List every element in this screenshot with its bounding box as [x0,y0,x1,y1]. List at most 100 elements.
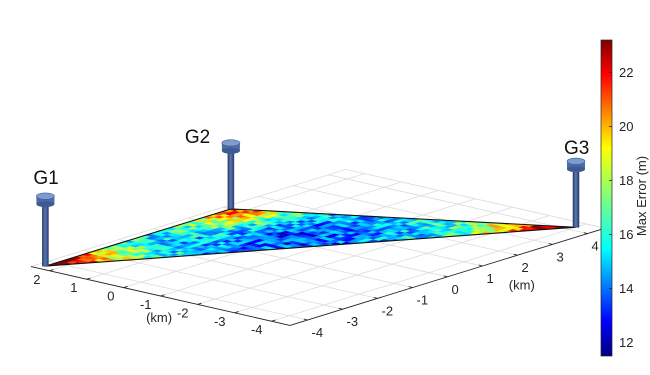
error-cell [324,179,335,182]
error-cell [309,256,322,261]
error-cell [269,276,280,279]
error-cell [309,198,320,201]
error-cell [314,249,327,253]
error-cell [325,291,336,294]
error-cell [337,209,350,213]
error-cell [158,264,171,267]
error-cell [220,279,231,282]
error-cell [314,252,327,256]
error-cell [340,284,351,287]
error-cell [315,196,326,199]
error-cell [401,252,414,256]
error-cell [351,246,364,251]
error-cell [410,280,421,283]
error-cell [476,249,489,254]
error-cell [555,222,568,226]
error-cell [190,300,201,303]
error-cell [309,299,320,302]
error-cell [340,182,351,185]
error-cell [277,306,288,309]
error-cell [172,279,183,282]
error-cell [183,282,194,285]
error-cell [289,266,300,269]
error-cell [243,293,254,296]
error-cell [313,280,324,283]
error-cell [416,244,429,248]
error-cell [325,190,336,193]
error-cell [456,265,469,267]
error-cell [340,286,351,289]
error-cell [255,200,266,203]
error-cell [497,243,510,247]
error-cell [228,255,241,259]
x-tick-mark [548,243,553,245]
error-cell [345,172,356,175]
error-cell [377,272,388,275]
error-cell [151,291,162,294]
error-cell [279,320,290,323]
error-cell [440,261,453,265]
error-cell [207,261,220,266]
error-cell [320,253,333,257]
error-cell [418,208,431,212]
error-cell [429,264,442,267]
error-cell [491,236,504,240]
error-cell [351,185,362,188]
error-cell [418,203,429,206]
error-cell [315,202,326,205]
error-cell [275,286,286,289]
error-cell [368,186,379,189]
error-cell [73,271,84,274]
error-cell [386,265,399,267]
error-cell [426,275,437,278]
error-cell [293,304,304,307]
error-cell [428,194,439,197]
error-cell [272,203,283,206]
colorbar-tick-label: 20 [619,119,633,134]
error-cell [416,247,429,251]
error-cell [207,264,220,267]
error-cell [518,234,531,238]
gateway-cap-top [566,157,586,165]
error-cell [332,206,343,209]
error-cell [236,277,247,280]
x-tick-label: -2 [382,303,394,318]
error-cell [168,295,179,298]
error-cell [226,286,237,289]
error-cell [190,297,201,300]
error-cell [109,262,122,266]
error-cell [238,297,249,300]
error-cell [412,260,425,264]
error-cell [483,208,496,210]
error-cell [348,265,361,267]
error-cell [341,185,352,188]
error-cell [362,185,373,188]
gateway-g1: G1 [33,168,59,267]
error-cell [486,235,499,239]
error-cell [500,215,513,220]
error-cell [384,288,395,291]
error-cell [303,292,314,295]
error-cell [357,248,370,252]
error-cell [274,271,285,274]
error-cell [491,239,504,243]
error-cell [312,277,323,280]
y-tick-mark [197,302,202,305]
error-cell [221,285,232,288]
error-cell [432,242,445,246]
error-cell [428,255,441,260]
error-cell [167,284,178,287]
error-cell [308,184,319,187]
error-cell [228,258,241,262]
error-cell [303,295,314,298]
error-cell [238,294,249,297]
error-cell [324,288,335,291]
error-cell [194,290,205,293]
error-cell [299,201,310,204]
error-cell [359,265,372,267]
error-cell [495,217,508,221]
error-cell [529,233,542,237]
error-cell [486,238,499,242]
error-cell [497,240,510,244]
error-cell [491,233,504,237]
